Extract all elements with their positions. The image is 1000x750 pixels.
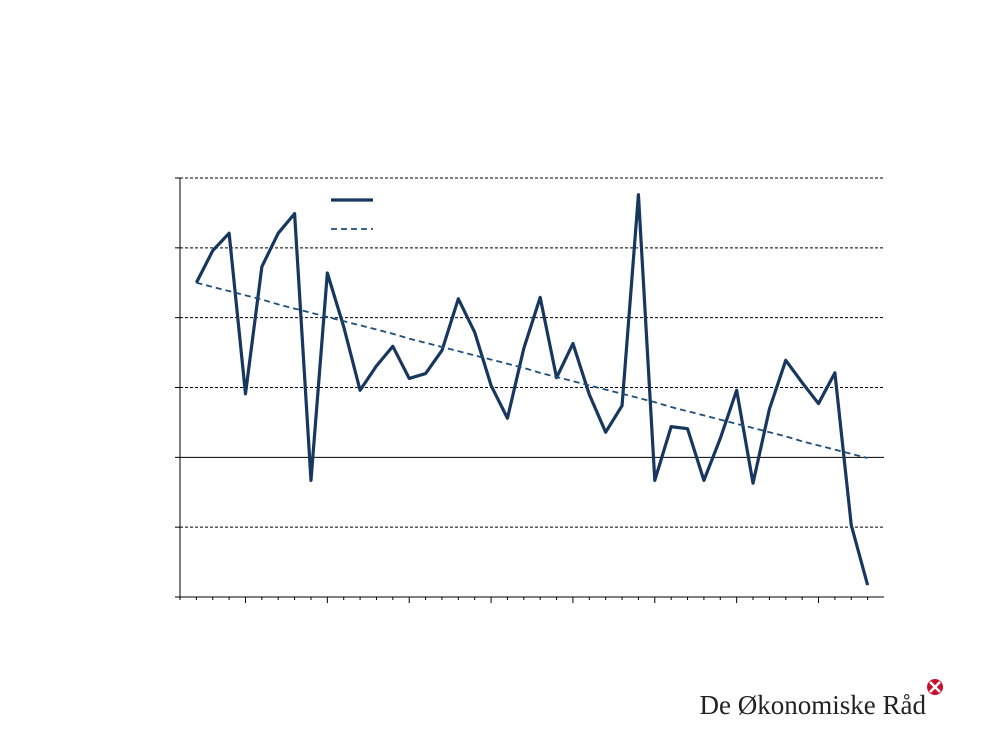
logo-text: De Økonomiske Råd — [700, 690, 927, 720]
series-line — [194, 193, 870, 586]
logo-icon — [927, 679, 943, 695]
series-line — [196, 281, 868, 459]
